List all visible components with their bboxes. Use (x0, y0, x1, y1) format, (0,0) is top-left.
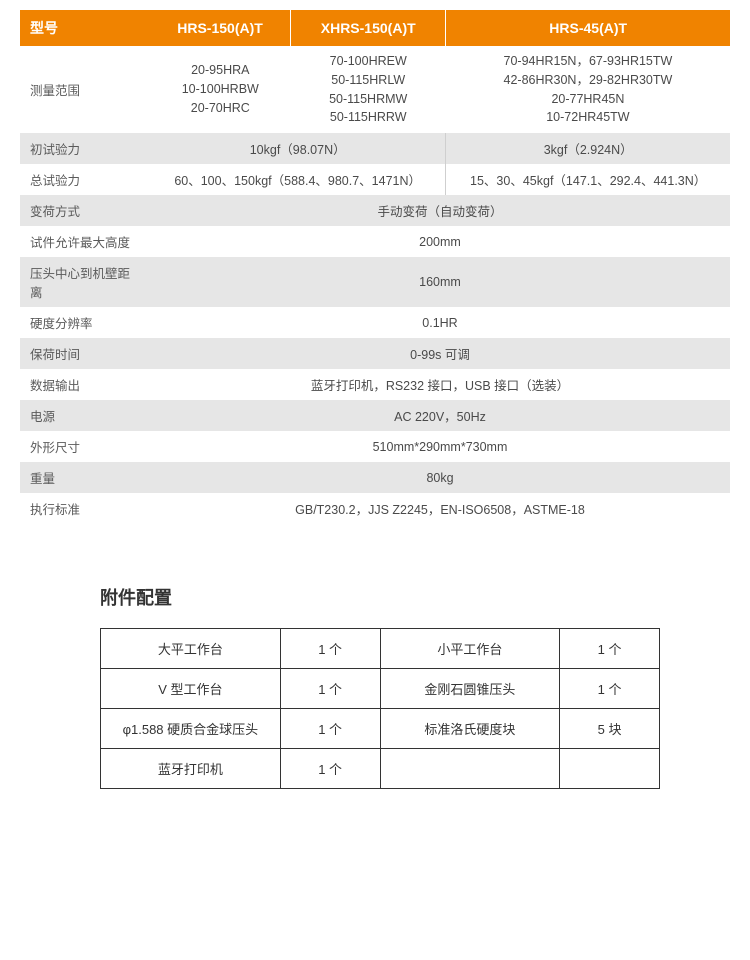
accessories-table: 大平工作台 1 个 小平工作台 1 个 V 型工作台 1 个 金刚石圆锥压头 1… (100, 628, 660, 789)
acc-name: φ1.588 硬质合金球压头 (101, 709, 281, 749)
acc-name: 小平工作台 (380, 629, 560, 669)
acc-name (380, 749, 560, 789)
acc-qty: 1 个 (560, 629, 660, 669)
max-height-label: 试件允许最大高度 (20, 226, 150, 257)
total-force-c3: 15、30、45kgf（147.1、292.4、441.3N） (446, 164, 730, 195)
dwell-label: 保荷时间 (20, 338, 150, 369)
accessories-title: 附件配置 (100, 584, 750, 610)
initial-force-c3: 3kgf（2.924N） (446, 133, 730, 164)
row-standard: 执行标准 GB/T230.2，JJS Z2245，EN-ISO6508，ASTM… (20, 493, 730, 524)
hdr-c1: HRS-150(A)T (150, 10, 291, 46)
acc-row: 蓝牙打印机 1 个 (101, 749, 660, 789)
acc-qty: 1 个 (280, 709, 380, 749)
spec-header-row: 型号 HRS-150(A)T XHRS-150(A)T HRS-45(A)T (20, 10, 730, 46)
load-method-val: 手动变荷（自动变荷） (150, 195, 730, 226)
acc-qty: 1 个 (280, 669, 380, 709)
resolution-val: 0.1HR (150, 307, 730, 338)
acc-name: 金刚石圆锥压头 (380, 669, 560, 709)
acc-qty: 1 个 (560, 669, 660, 709)
max-height-val: 200mm (150, 226, 730, 257)
row-dwell: 保荷时间 0-99s 可调 (20, 338, 730, 369)
initial-force-label: 初试验力 (20, 133, 150, 164)
hdr-c3: HRS-45(A)T (446, 10, 730, 46)
acc-row: 大平工作台 1 个 小平工作台 1 个 (101, 629, 660, 669)
load-method-label: 变荷方式 (20, 195, 150, 226)
range-c1: 20-95HRA10-100HRBW20-70HRC (150, 46, 291, 133)
spec-table: 型号 HRS-150(A)T XHRS-150(A)T HRS-45(A)T 测… (20, 10, 730, 524)
row-max-height: 试件允许最大高度 200mm (20, 226, 730, 257)
standard-label: 执行标准 (20, 493, 150, 524)
acc-qty: 5 块 (560, 709, 660, 749)
total-force-c12: 60、100、150kgf（588.4、980.7、1471N） (150, 164, 446, 195)
acc-qty (560, 749, 660, 789)
row-power: 电源 AC 220V，50Hz (20, 400, 730, 431)
row-weight: 重量 80kg (20, 462, 730, 493)
row-distance: 压头中心到机壁距离 160mm (20, 257, 730, 307)
resolution-label: 硬度分辨率 (20, 307, 150, 338)
initial-force-c12: 10kgf（98.07N） (150, 133, 446, 164)
row-load-method: 变荷方式 手动变荷（自动变荷） (20, 195, 730, 226)
acc-qty: 1 个 (280, 749, 380, 789)
row-total-force: 总试验力 60、100、150kgf（588.4、980.7、1471N） 15… (20, 164, 730, 195)
total-force-label: 总试验力 (20, 164, 150, 195)
weight-label: 重量 (20, 462, 150, 493)
range-c3: 70-94HR15N，67-93HR15TW42-86HR30N，29-82HR… (446, 46, 730, 133)
standard-val: GB/T230.2，JJS Z2245，EN-ISO6508，ASTME-18 (150, 493, 730, 524)
dimensions-val: 510mm*290mm*730mm (150, 431, 730, 462)
dimensions-label: 外形尺寸 (20, 431, 150, 462)
acc-name: V 型工作台 (101, 669, 281, 709)
dwell-val: 0-99s 可调 (150, 338, 730, 369)
hdr-label: 型号 (20, 10, 150, 46)
output-val: 蓝牙打印机，RS232 接口，USB 接口（选装） (150, 369, 730, 400)
acc-row: V 型工作台 1 个 金刚石圆锥压头 1 个 (101, 669, 660, 709)
acc-name: 大平工作台 (101, 629, 281, 669)
weight-val: 80kg (150, 462, 730, 493)
range-c2: 70-100HREW50-115HRLW50-115HRMW50-115HRRW (291, 46, 446, 133)
row-initial-force: 初试验力 10kgf（98.07N） 3kgf（2.924N） (20, 133, 730, 164)
power-label: 电源 (20, 400, 150, 431)
power-val: AC 220V，50Hz (150, 400, 730, 431)
acc-qty: 1 个 (280, 629, 380, 669)
acc-name: 蓝牙打印机 (101, 749, 281, 789)
row-dimensions: 外形尺寸 510mm*290mm*730mm (20, 431, 730, 462)
hdr-c2: XHRS-150(A)T (291, 10, 446, 46)
distance-label: 压头中心到机壁距离 (20, 257, 150, 307)
range-label: 测量范围 (20, 46, 150, 133)
acc-row: φ1.588 硬质合金球压头 1 个 标准洛氏硬度块 5 块 (101, 709, 660, 749)
output-label: 数据输出 (20, 369, 150, 400)
distance-val: 160mm (150, 257, 730, 307)
row-resolution: 硬度分辨率 0.1HR (20, 307, 730, 338)
row-range: 测量范围 20-95HRA10-100HRBW20-70HRC 70-100HR… (20, 46, 730, 133)
row-output: 数据输出 蓝牙打印机，RS232 接口，USB 接口（选装） (20, 369, 730, 400)
acc-name: 标准洛氏硬度块 (380, 709, 560, 749)
